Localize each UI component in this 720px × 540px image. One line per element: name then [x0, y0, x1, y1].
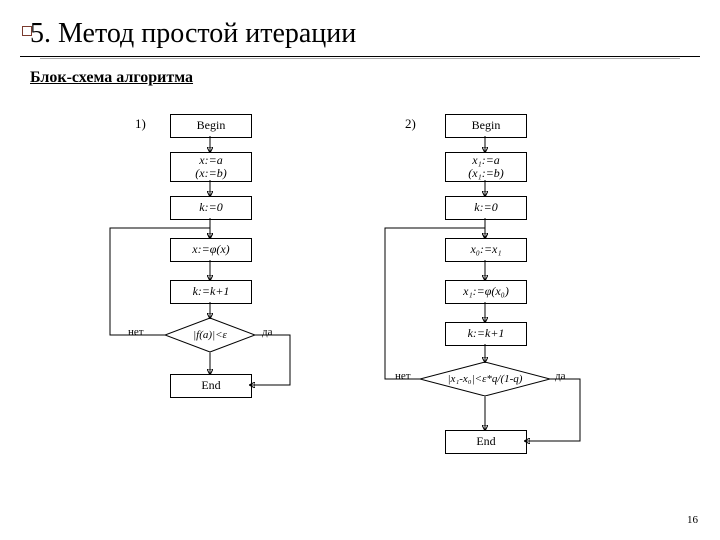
- f1-cond: |f(a)|<ε: [165, 318, 255, 352]
- subtitle: Блок-схема алгоритма: [0, 57, 720, 91]
- f1-k0: k:=0: [170, 196, 252, 220]
- f2-no: нет: [395, 370, 411, 382]
- arrows: [0, 110, 720, 530]
- f2-x0x1: x₀:=x₁: [445, 238, 527, 262]
- f1-kinc: k:=k+1: [170, 280, 252, 304]
- col2-label: 2): [405, 116, 416, 132]
- page-number: 16: [687, 514, 698, 526]
- f1-no: нет: [128, 326, 144, 338]
- col1-label: 1): [135, 116, 146, 132]
- flowchart-canvas: 1) Begin x:=a(x:=b) k:=0 x:=φ(x) k:=k+1 …: [0, 110, 720, 530]
- f2-assign-x1: x₁:=a(x₁:=b): [445, 152, 527, 182]
- f2-phi: x₁:=φ(x₀): [445, 280, 527, 304]
- f1-end: End: [170, 374, 252, 398]
- f2-yes: да: [555, 370, 565, 382]
- f1-begin: Begin: [170, 114, 252, 138]
- bullet-decor: [22, 26, 32, 36]
- f1-assign-x: x:=a(x:=b): [170, 152, 252, 182]
- f2-cond-label: |x₁-x₀|<ε*q/(1-q): [420, 362, 550, 396]
- title-divider: [20, 56, 700, 57]
- f2-begin: Begin: [445, 114, 527, 138]
- f1-cond-label: |f(a)|<ε: [165, 318, 255, 352]
- f2-kinc: k:=k+1: [445, 322, 527, 346]
- f2-cond: |x₁-x₀|<ε*q/(1-q): [420, 362, 550, 396]
- f1-phi: x:=φ(x): [170, 238, 252, 262]
- f2-k0: k:=0: [445, 196, 527, 220]
- page-title: 5. Метод простой итерации: [0, 0, 720, 56]
- f1-yes: да: [262, 326, 272, 338]
- f2-end: End: [445, 430, 527, 454]
